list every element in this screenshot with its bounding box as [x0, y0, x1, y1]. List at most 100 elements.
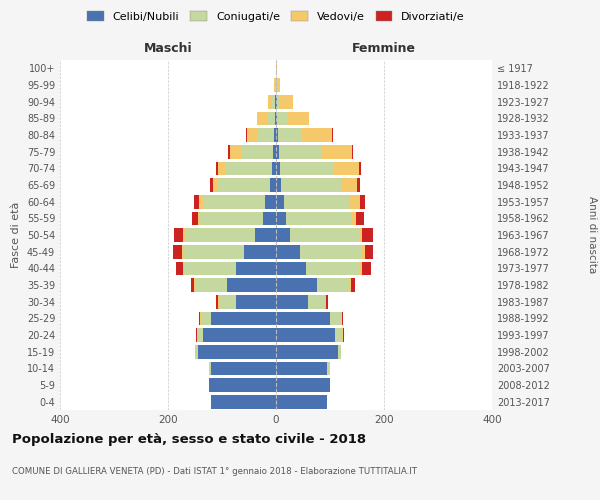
Bar — [338, 345, 341, 358]
Bar — [198, 328, 203, 342]
Bar — [362, 262, 371, 275]
Bar — [341, 178, 357, 192]
Bar — [276, 228, 290, 242]
Bar — [182, 245, 184, 258]
Bar — [280, 95, 293, 108]
Bar — [200, 212, 263, 225]
Bar — [326, 295, 328, 308]
Bar — [194, 278, 195, 292]
Text: COMUNE DI GALLIERA VENETA (PD) - Dati ISTAT 1° gennaio 2018 - Elaborazione TUTTI: COMUNE DI GALLIERA VENETA (PD) - Dati IS… — [12, 468, 417, 476]
Bar — [276, 278, 317, 292]
Bar — [276, 295, 308, 308]
Bar — [359, 162, 361, 175]
Bar — [241, 145, 274, 158]
Bar — [357, 178, 360, 192]
Bar — [199, 312, 200, 325]
Bar — [267, 112, 275, 125]
Bar — [290, 228, 360, 242]
Bar — [272, 162, 276, 175]
Bar — [342, 328, 343, 342]
Bar — [335, 328, 342, 342]
Bar — [276, 262, 306, 275]
Bar — [276, 145, 278, 158]
Bar — [360, 228, 362, 242]
Bar — [182, 228, 185, 242]
Bar — [360, 262, 362, 275]
Bar — [213, 178, 218, 192]
Bar — [230, 145, 241, 158]
Bar — [210, 178, 213, 192]
Bar — [341, 312, 342, 325]
Bar — [362, 228, 373, 242]
Bar — [197, 328, 198, 342]
Bar — [276, 345, 338, 358]
Bar — [211, 395, 276, 408]
Bar — [350, 278, 355, 292]
Bar — [328, 362, 330, 375]
Bar — [308, 295, 325, 308]
Bar — [322, 145, 352, 158]
Bar — [288, 112, 310, 125]
Bar — [263, 212, 276, 225]
Bar — [360, 195, 365, 208]
Bar — [209, 362, 211, 375]
Bar — [275, 112, 276, 125]
Text: Maschi: Maschi — [143, 42, 193, 55]
Bar — [276, 212, 286, 225]
Bar — [196, 328, 197, 342]
Bar — [182, 262, 184, 275]
Bar — [194, 195, 199, 208]
Bar — [277, 78, 280, 92]
Bar — [268, 95, 272, 108]
Bar — [235, 295, 276, 308]
Bar — [286, 212, 350, 225]
Bar — [276, 78, 277, 92]
Bar — [276, 112, 277, 125]
Bar — [200, 312, 202, 325]
Bar — [274, 78, 275, 92]
Bar — [216, 162, 218, 175]
Bar — [258, 128, 274, 142]
Bar — [218, 178, 269, 192]
Bar — [215, 295, 218, 308]
Bar — [349, 278, 350, 292]
Text: Popolazione per età, sesso e stato civile - 2018: Popolazione per età, sesso e stato civil… — [12, 432, 366, 446]
Bar — [195, 345, 198, 358]
Bar — [362, 245, 365, 258]
Bar — [193, 212, 198, 225]
Bar — [302, 128, 332, 142]
Bar — [275, 95, 276, 108]
Bar — [276, 162, 280, 175]
Bar — [365, 245, 373, 258]
Bar — [185, 228, 256, 242]
Y-axis label: Fasce di età: Fasce di età — [11, 202, 21, 268]
Bar — [278, 128, 302, 142]
Bar — [199, 195, 203, 208]
Bar — [227, 278, 276, 292]
Bar — [276, 195, 284, 208]
Bar — [277, 112, 288, 125]
Bar — [173, 245, 182, 258]
Bar — [235, 262, 276, 275]
Bar — [350, 212, 356, 225]
Bar — [184, 245, 244, 258]
Bar — [191, 278, 194, 292]
Bar — [342, 312, 343, 325]
Bar — [203, 328, 276, 342]
Text: Femmine: Femmine — [352, 42, 416, 55]
Bar — [276, 362, 328, 375]
Bar — [280, 162, 334, 175]
Bar — [276, 95, 277, 108]
Bar — [244, 245, 276, 258]
Bar — [284, 195, 349, 208]
Bar — [211, 312, 276, 325]
Bar — [306, 262, 360, 275]
Bar — [276, 178, 281, 192]
Bar — [202, 312, 211, 325]
Bar — [276, 62, 277, 75]
Bar — [325, 295, 326, 308]
Bar — [276, 245, 301, 258]
Bar — [247, 128, 258, 142]
Bar — [175, 228, 182, 242]
Bar — [272, 95, 275, 108]
